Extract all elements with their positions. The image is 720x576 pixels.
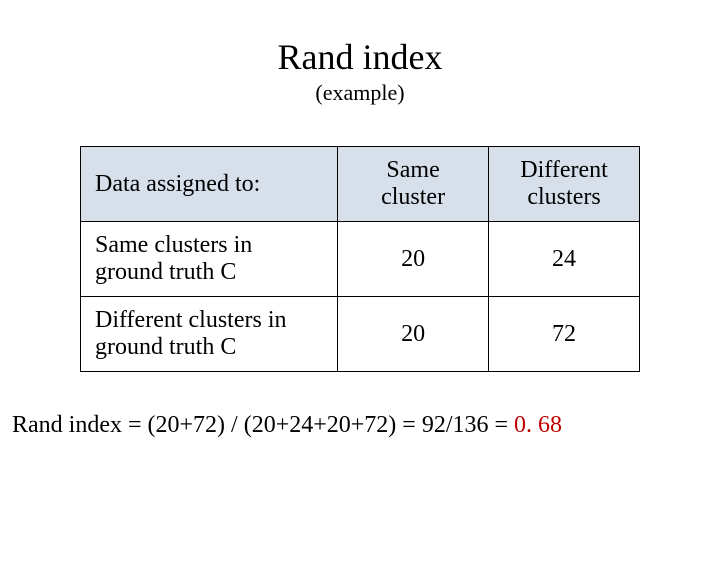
- cell-value: 72: [489, 297, 640, 372]
- cell-value: 20: [338, 297, 489, 372]
- page-subtitle: (example): [0, 80, 720, 106]
- col-header-different-clusters: Different clusters: [489, 147, 640, 222]
- table-header-row: Data assigned to: Same cluster Different…: [81, 147, 640, 222]
- row-label: Different clusters in ground truth C: [81, 297, 338, 372]
- data-table: Data assigned to: Same cluster Different…: [80, 146, 640, 372]
- cell-value: 20: [338, 222, 489, 297]
- row-label: Same clusters in ground truth C: [81, 222, 338, 297]
- table-row: Different clusters in ground truth C 20 …: [81, 297, 640, 372]
- page-title: Rand index: [0, 36, 720, 78]
- col-header-assigned: Data assigned to:: [81, 147, 338, 222]
- cell-value: 24: [489, 222, 640, 297]
- col-header-same-cluster: Same cluster: [338, 147, 489, 222]
- formula-expression: Rand index = (20+72) / (20+24+20+72) = 9…: [12, 412, 514, 438]
- table-row: Same clusters in ground truth C 20 24: [81, 222, 640, 297]
- rand-index-table: Data assigned to: Same cluster Different…: [80, 146, 640, 372]
- formula-result: 0. 68: [514, 412, 562, 438]
- rand-index-formula: Rand index = (20+72) / (20+24+20+72) = 9…: [12, 412, 720, 439]
